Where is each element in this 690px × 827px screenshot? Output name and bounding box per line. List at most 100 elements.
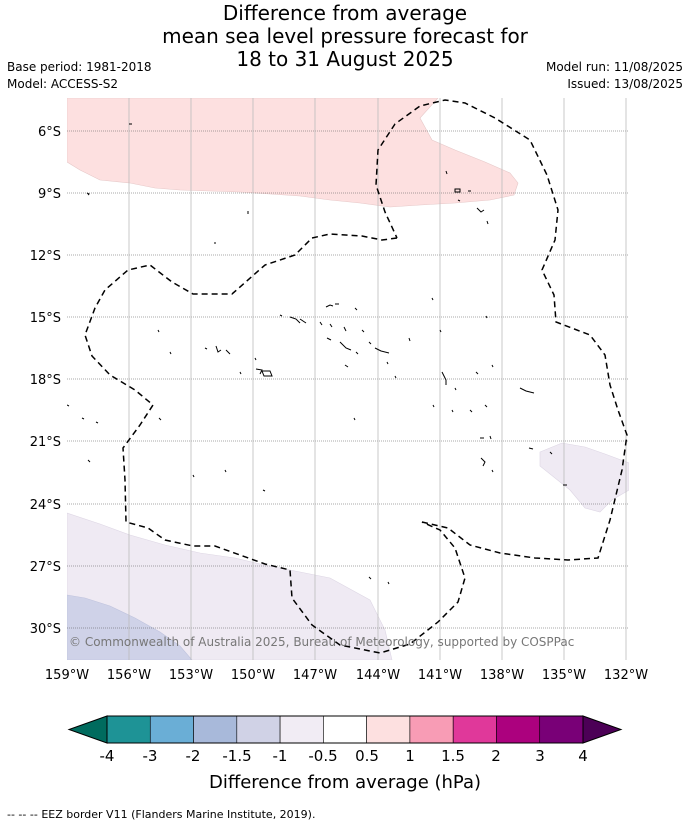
run-info: Model run: 11/08/2025 Issued: 13/08/2025 <box>546 59 683 93</box>
island <box>355 351 359 355</box>
lon-label: 138°W <box>480 668 524 683</box>
lat-label: 9°S <box>38 187 61 202</box>
lat-label: 6°S <box>38 125 61 140</box>
island <box>326 337 332 341</box>
island <box>445 170 448 175</box>
eez-legend: -- -- -- EEZ border V11 (Flanders Marine… <box>7 808 315 821</box>
island <box>361 329 365 333</box>
lon-label: 141°W <box>418 668 462 683</box>
island <box>451 409 454 413</box>
island <box>239 371 242 375</box>
lon-label: 144°W <box>356 668 400 683</box>
colorbar-segment <box>236 715 281 744</box>
map-title: Difference from average mean sea level p… <box>0 2 690 71</box>
lat-label: 15°S <box>30 311 61 326</box>
lon-label: 147°W <box>293 668 337 683</box>
colorbar-tick-label: -1 <box>273 747 288 765</box>
island <box>491 469 494 473</box>
base-period: Base period: 1981-2018 <box>7 60 152 74</box>
island <box>204 347 208 350</box>
island <box>319 321 323 326</box>
copyright-notice: © Commonwealth of Australia 2025, Bureau… <box>69 635 574 649</box>
island <box>353 417 356 421</box>
island <box>339 341 352 351</box>
island <box>279 314 283 317</box>
colorbar-segment <box>149 715 194 744</box>
colorbar-tick-label: 0.5 <box>355 747 379 765</box>
lon-label: 135°W <box>542 668 586 683</box>
negative-anomaly-region-corner <box>67 594 193 660</box>
island <box>387 581 390 585</box>
colorbar-tick-label: 1 <box>405 747 415 765</box>
colorbar-tick-label: 3 <box>535 747 545 765</box>
colorbar-segment <box>496 715 541 744</box>
island <box>225 349 231 355</box>
island <box>485 315 488 319</box>
lon-label: 150°W <box>231 668 275 683</box>
title-line-3: 18 to 31 August 2025 <box>236 47 454 71</box>
colorbar-segment <box>323 715 367 744</box>
islands <box>67 123 567 585</box>
island <box>95 421 99 424</box>
colorbar-tick-label: 2 <box>491 747 501 765</box>
island <box>480 457 486 467</box>
colorbar-tick-label: -0.5 <box>308 747 337 765</box>
island <box>158 417 162 421</box>
island <box>254 357 257 361</box>
island <box>394 375 397 379</box>
issued-date: Issued: 13/08/2025 <box>567 77 683 91</box>
eez-legend-text: EEZ border V11 (Flanders Marine Institut… <box>41 808 316 821</box>
colorbar-segment <box>539 715 584 744</box>
colorbar: -4 -3 -2 -1.5 -1 -0.5 0.5 1 1.5 2 3 4 Di… <box>67 715 623 793</box>
island <box>432 404 435 408</box>
island <box>454 188 461 193</box>
island <box>476 207 485 213</box>
island <box>484 404 488 408</box>
island <box>491 364 494 368</box>
island <box>344 364 349 368</box>
lat-label: 30°S <box>30 622 61 637</box>
island <box>81 417 85 420</box>
colorbar-tick-label: 1.5 <box>441 747 465 765</box>
island <box>224 469 227 473</box>
island <box>325 304 334 308</box>
negative-anomaly-region-right <box>539 442 629 513</box>
lon-label: 156°W <box>107 668 151 683</box>
island <box>157 329 160 333</box>
island <box>469 409 473 413</box>
island <box>549 451 553 455</box>
eez-borders <box>84 99 628 654</box>
island <box>262 489 266 492</box>
island <box>374 347 390 354</box>
colorbar-labels: -4 -3 -2 -1.5 -1 -0.5 0.5 1 1.5 2 3 4 <box>100 747 588 765</box>
colorbar-frame <box>106 715 584 744</box>
colorbar-tick-label: -4 <box>100 747 115 765</box>
island <box>519 387 535 394</box>
island <box>215 345 222 353</box>
colorbar-extend-high <box>582 715 623 744</box>
island <box>354 307 358 311</box>
longitude-labels: 159°W 156°W 153°W 150°W 147°W 144°W 141°… <box>45 668 648 683</box>
island <box>441 371 447 385</box>
colorbar-tick-label: -3 <box>143 747 158 765</box>
island <box>386 361 389 365</box>
island <box>86 192 90 196</box>
lon-label: 159°W <box>45 668 89 683</box>
colorbar-segments <box>67 715 623 744</box>
model-run: Model run: 11/08/2025 <box>545 60 683 74</box>
colorbar-segment <box>193 715 238 744</box>
island <box>169 351 172 355</box>
colorbar-segment <box>279 715 324 744</box>
island <box>528 447 534 450</box>
map-area: © Commonwealth of Australia 2025, Bureau… <box>67 98 629 660</box>
island <box>457 199 461 202</box>
title-line-2: mean sea level pressure forecast for <box>162 24 528 48</box>
island <box>261 370 273 377</box>
model-name: Model: ACCESS-S2 <box>7 77 119 91</box>
island <box>255 368 263 375</box>
colorbar-segment <box>366 715 411 744</box>
lat-label: 18°S <box>30 373 61 388</box>
colorbar-tick-label: -1.5 <box>222 747 251 765</box>
island <box>289 316 301 324</box>
colorbar-tick-label: -2 <box>186 747 201 765</box>
